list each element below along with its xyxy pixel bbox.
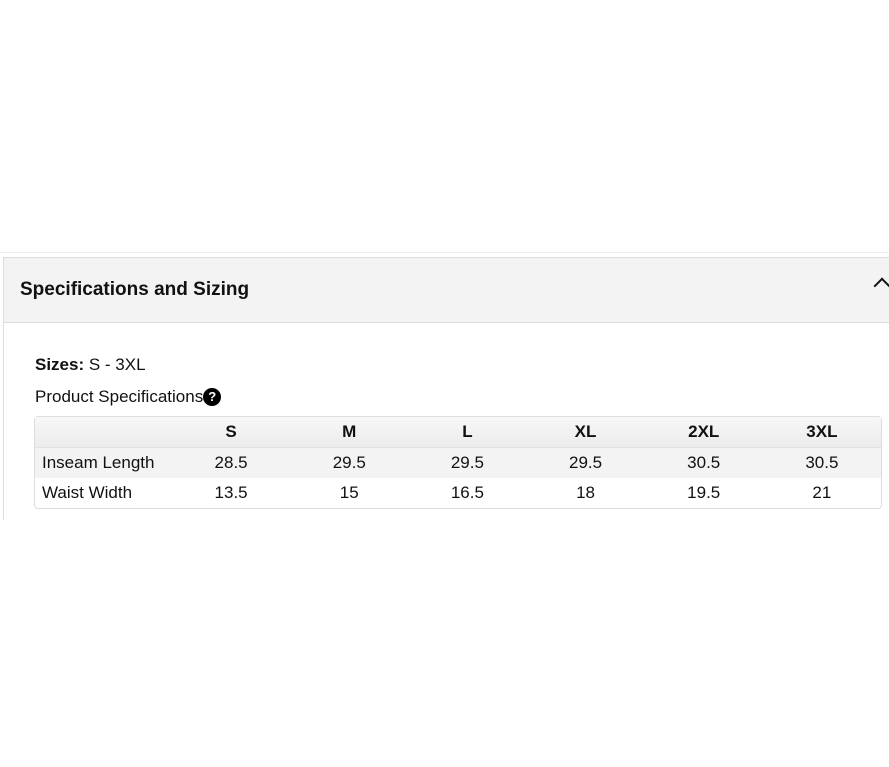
header-cell: 2XL	[644, 417, 763, 448]
table-row: Waist Width 13.5 15 16.5 18 19.5 21	[35, 478, 881, 508]
row-label: Waist Width	[42, 483, 133, 502]
cell: 18	[576, 483, 595, 502]
header-cell	[35, 417, 172, 448]
cell: 29.5	[290, 448, 409, 478]
header-cell: M	[290, 417, 409, 448]
header-cell: L	[408, 417, 527, 448]
cell: 16.5	[450, 483, 484, 502]
spec-heading: Product Specifications?	[35, 387, 222, 407]
section-title: Specifications and Sizing	[20, 279, 250, 300]
spec-table: S M L XL 2XL 3XL Inseam Length 28.5 29.5…	[34, 416, 882, 509]
specifications-panel: Specifications and Sizing Sizes: S - 3XL…	[3, 257, 889, 520]
cell: 13.5	[214, 483, 248, 502]
spec-title: Product Specifications	[35, 387, 204, 406]
sizes-text: Sizes: S - 3XL	[35, 355, 146, 375]
cell: 15	[339, 483, 359, 502]
cell: 29.5	[408, 448, 527, 478]
cell: 30.5	[644, 448, 763, 478]
cell: 19.5	[687, 483, 721, 502]
header-cell: 3XL	[762, 417, 881, 448]
sizes-label: Sizes:	[35, 355, 85, 374]
cell: 21	[812, 483, 832, 502]
table-row: Inseam Length 28.5 29.5 29.5 29.5 30.5 3…	[35, 448, 881, 478]
accordion-header[interactable]: Specifications and Sizing	[4, 258, 889, 323]
cell: 29.5	[526, 448, 645, 478]
cell: 30.5	[762, 448, 881, 478]
divider	[0, 252, 889, 253]
header-cell: XL	[526, 417, 645, 448]
row-label: Inseam Length	[35, 448, 172, 478]
header-cell: S	[172, 417, 291, 448]
chevron-up-icon[interactable]	[873, 277, 889, 295]
help-icon[interactable]: ?	[203, 388, 222, 406]
sizes-value: S - 3XL	[84, 355, 146, 374]
cell: 28.5	[172, 448, 291, 478]
table-header-row: S M L XL 2XL 3XL	[35, 417, 881, 448]
